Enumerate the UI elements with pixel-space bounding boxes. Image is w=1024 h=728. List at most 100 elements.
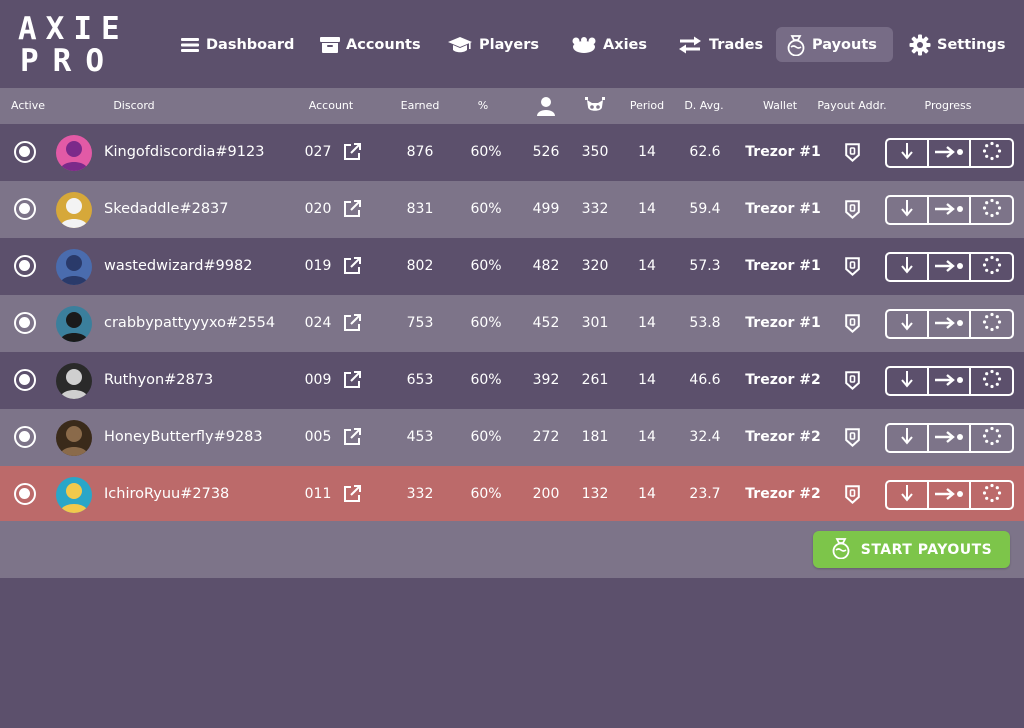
nav-dashboard[interactable]: Dashboard (170, 27, 304, 63)
daily-average-value: 59.4 (689, 201, 721, 217)
shield-icon[interactable] (845, 200, 860, 219)
arrow-right-dot-icon (934, 486, 964, 505)
gear-icon (909, 34, 931, 56)
pending-step[interactable] (971, 197, 1012, 223)
nav-players-label: Players (479, 37, 540, 53)
external-link-icon[interactable] (342, 199, 362, 219)
discord-name: HoneyButterfly#9283 (104, 429, 263, 445)
active-radio[interactable] (14, 426, 36, 448)
external-link-icon[interactable] (342, 142, 362, 162)
download-step[interactable] (887, 197, 929, 223)
nav-trades[interactable]: Trades (667, 27, 773, 63)
active-radio[interactable] (14, 141, 36, 163)
external-link-icon[interactable] (342, 256, 362, 276)
nav-accounts[interactable]: Accounts (310, 27, 431, 63)
earned-value: 753 (406, 315, 434, 331)
transfer-step[interactable] (929, 482, 971, 508)
nav-settings-label: Settings (937, 37, 1006, 53)
nav-axies[interactable]: Axies (561, 27, 657, 63)
exchange-icon (677, 36, 703, 54)
pending-step[interactable] (971, 425, 1012, 451)
table-row[interactable]: HoneyButterfly#9283 005 453 60% 272 181 … (0, 409, 1024, 466)
shield-icon[interactable] (845, 143, 860, 162)
pending-step[interactable] (971, 482, 1012, 508)
external-link-icon[interactable] (342, 427, 362, 447)
transfer-step[interactable] (929, 254, 971, 280)
shield-icon[interactable] (845, 257, 860, 276)
earned-value: 802 (406, 258, 434, 274)
external-link-icon[interactable] (342, 370, 362, 390)
download-step[interactable] (887, 482, 929, 508)
loading-spinner-icon (982, 312, 1002, 336)
table-row[interactable]: Ruthyon#2873 009 653 60% 392 261 14 46.6… (0, 352, 1024, 409)
table-row[interactable]: crabbypattyyyxo#2554 024 753 60% 452 301… (0, 295, 1024, 352)
period-value: 14 (638, 486, 656, 502)
avatar (56, 306, 92, 342)
col-header-period[interactable]: Period (629, 99, 665, 112)
discord-name: Skedaddle#2837 (104, 201, 229, 217)
avatar (56, 192, 92, 228)
nav-axies-label: Axies (603, 37, 648, 53)
pending-step[interactable] (971, 254, 1012, 280)
transfer-step[interactable] (929, 425, 971, 451)
transfer-step[interactable] (929, 197, 971, 223)
arrow-down-icon (900, 427, 914, 449)
axie-value: 332 (581, 201, 609, 217)
percent-value: 60% (470, 372, 502, 388)
shield-icon[interactable] (845, 371, 860, 390)
download-step[interactable] (887, 311, 929, 337)
period-value: 14 (638, 144, 656, 160)
active-radio[interactable] (14, 255, 36, 277)
col-header-progress[interactable]: Progress (924, 99, 972, 112)
arrow-down-icon (900, 370, 914, 392)
col-header-active[interactable]: Active (10, 99, 46, 112)
col-header-discord[interactable]: Discord (113, 99, 155, 112)
download-step[interactable] (887, 368, 929, 394)
col-header-wallet[interactable]: Wallet (762, 99, 798, 112)
earned-value: 453 (406, 429, 434, 445)
nav-settings[interactable]: Settings (899, 27, 1015, 63)
col-header-account[interactable]: Account (308, 99, 354, 112)
avatar (56, 135, 92, 171)
col-header-payout-addr[interactable]: Payout Addr. (817, 99, 887, 112)
download-step[interactable] (887, 254, 929, 280)
col-header-earned[interactable]: Earned (400, 99, 440, 112)
nav-payouts[interactable]: Payouts (776, 27, 893, 62)
axie-pro-logo[interactable]: AXIE PRO (18, 14, 130, 77)
shield-icon[interactable] (845, 314, 860, 333)
table-row[interactable]: wastedwizard#9982 019 802 60% 482 320 14… (0, 238, 1024, 295)
table-row[interactable]: Skedaddle#2837 020 831 60% 499 332 14 59… (0, 181, 1024, 238)
download-step[interactable] (887, 425, 929, 451)
pending-step[interactable] (971, 311, 1012, 337)
nav-players[interactable]: Players (437, 27, 549, 63)
loading-spinner-icon (982, 426, 1002, 450)
arrow-right-dot-icon (934, 201, 964, 220)
download-step[interactable] (887, 140, 929, 166)
active-radio[interactable] (14, 483, 36, 505)
active-radio[interactable] (14, 369, 36, 391)
active-radio[interactable] (14, 312, 36, 334)
col-header-davg[interactable]: D. Avg. (684, 99, 724, 112)
table-row[interactable]: Kingofdiscordia#9123 027 876 60% 526 350… (0, 124, 1024, 181)
user-icon[interactable] (534, 88, 558, 124)
percent-value: 60% (470, 144, 502, 160)
shield-icon[interactable] (845, 428, 860, 447)
col-header-percent[interactable]: % (477, 99, 489, 112)
active-radio[interactable] (14, 198, 36, 220)
nav-dashboard-label: Dashboard (206, 37, 295, 53)
pending-step[interactable] (971, 140, 1012, 166)
transfer-step[interactable] (929, 311, 971, 337)
shield-icon[interactable] (845, 485, 860, 504)
external-link-icon[interactable] (342, 313, 362, 333)
axie-skull-icon[interactable] (582, 88, 608, 124)
start-payouts-button[interactable]: START PAYOUTS (813, 531, 1010, 568)
money-bag-icon (831, 537, 851, 563)
pending-step[interactable] (971, 368, 1012, 394)
axie-icon (571, 36, 597, 54)
transfer-step[interactable] (929, 140, 971, 166)
transfer-step[interactable] (929, 368, 971, 394)
external-link-icon[interactable] (342, 484, 362, 504)
avatar (56, 249, 92, 285)
daily-average-value: 57.3 (689, 258, 721, 274)
table-row[interactable]: IchiroRyuu#2738 011 332 60% 200 132 14 2… (0, 466, 1024, 523)
